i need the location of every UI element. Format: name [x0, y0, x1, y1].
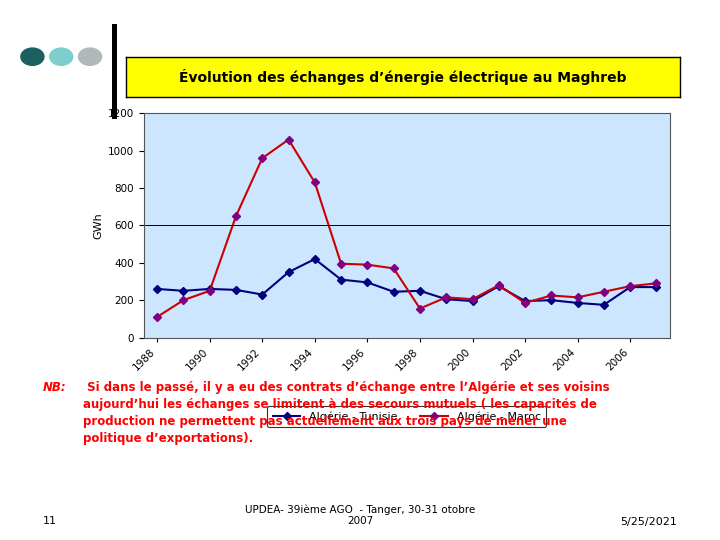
- Algérie - Maroc: [363, 261, 372, 268]
- Line: Algérie - Maroc: Algérie - Maroc: [154, 137, 660, 320]
- Algérie - Tunisie: [547, 297, 556, 303]
- Algérie - Maroc: [600, 288, 608, 295]
- Algérie - Tunisie: [495, 283, 503, 289]
- Algérie - Maroc: [495, 282, 503, 288]
- Algérie - Maroc: [390, 265, 398, 272]
- Algérie - Tunisie: [442, 296, 451, 302]
- Algérie - Tunisie: [468, 298, 477, 305]
- Algérie - Maroc: [468, 296, 477, 302]
- Algérie - Maroc: [284, 136, 293, 143]
- Text: Évolution des échanges d’énergie électrique au Maghreb: Évolution des échanges d’énergie électri…: [179, 69, 627, 85]
- Algérie - Maroc: [258, 155, 266, 161]
- Algérie - Tunisie: [310, 256, 319, 262]
- Algérie - Maroc: [573, 294, 582, 301]
- Text: 11: 11: [43, 516, 57, 526]
- Algérie - Tunisie: [600, 301, 608, 308]
- Text: UPDEA- 39ième AGO  - Tanger, 30-31 otobre
2007: UPDEA- 39ième AGO - Tanger, 30-31 otobre…: [245, 504, 475, 526]
- Legend: Algérie - Tunisie, Algérie - Maroc: Algérie - Tunisie, Algérie - Maroc: [267, 406, 546, 428]
- Algérie - Maroc: [179, 297, 188, 303]
- Algérie - Tunisie: [258, 291, 266, 298]
- Text: NB:: NB:: [43, 381, 67, 394]
- Algérie - Tunisie: [415, 288, 424, 294]
- Algérie - Tunisie: [153, 286, 161, 292]
- Algérie - Maroc: [310, 179, 319, 186]
- Text: Si dans le passé, il y a eu des contrats d’échange entre l’Algérie et ses voisin: Si dans le passé, il y a eu des contrats…: [83, 381, 609, 445]
- Text: 5/25/2021: 5/25/2021: [620, 516, 677, 526]
- Algérie - Maroc: [442, 294, 451, 301]
- Line: Algérie - Tunisie: Algérie - Tunisie: [154, 256, 660, 308]
- Algérie - Maroc: [153, 314, 161, 320]
- Algérie - Maroc: [205, 288, 214, 294]
- Algérie - Maroc: [652, 280, 661, 287]
- Algérie - Tunisie: [390, 288, 398, 295]
- Algérie - Tunisie: [284, 269, 293, 275]
- Algérie - Maroc: [415, 305, 424, 312]
- Algérie - Tunisie: [573, 300, 582, 306]
- Algérie - Tunisie: [205, 286, 214, 292]
- Algérie - Tunisie: [232, 287, 240, 293]
- Algérie - Tunisie: [337, 276, 346, 283]
- Y-axis label: GWh: GWh: [94, 212, 104, 239]
- Algérie - Maroc: [547, 292, 556, 299]
- Algérie - Tunisie: [363, 279, 372, 286]
- Algérie - Tunisie: [626, 284, 634, 291]
- Algérie - Tunisie: [521, 298, 529, 305]
- Algérie - Maroc: [521, 300, 529, 306]
- Algérie - Tunisie: [652, 284, 661, 291]
- Algérie - Maroc: [337, 260, 346, 267]
- Algérie - Tunisie: [179, 288, 188, 294]
- Algérie - Maroc: [626, 283, 634, 289]
- Algérie - Maroc: [232, 213, 240, 219]
